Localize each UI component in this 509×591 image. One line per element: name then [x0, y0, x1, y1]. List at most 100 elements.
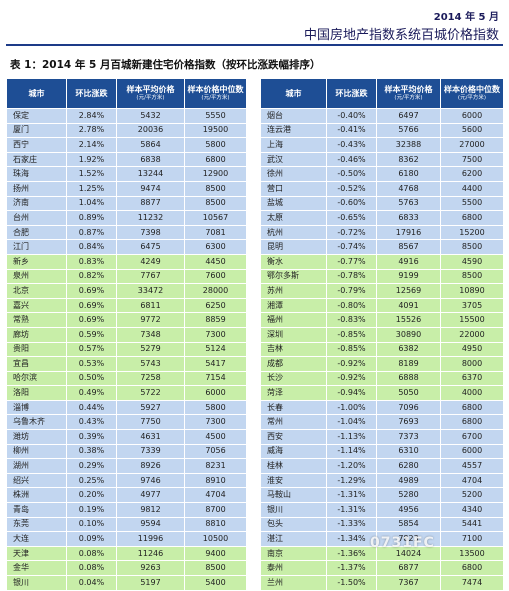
cell-avg-price-right: 4989 [376, 472, 441, 489]
cell-avg-price: 9746 [116, 472, 185, 489]
cell-change-right: -1.04% [326, 414, 377, 431]
cell-city-right: 深圳 [260, 326, 327, 343]
cell-avg-price-right: 14024 [376, 545, 441, 562]
cell-avg-price: 7398 [116, 224, 185, 241]
column-divider [246, 370, 261, 387]
report-title: 中国房地产指数系统百城价格指数 [303, 28, 499, 43]
cell-city-right: 桂林 [260, 458, 327, 474]
cell-change-right: -1.33% [326, 516, 377, 533]
cell-median-price: 8700 [184, 502, 247, 518]
table-row: 厦门 2.78% 20036 19500 连云港 -0.41% 5766 5600 [6, 122, 504, 139]
column-divider [246, 516, 261, 533]
table-row: 株洲 0.20% 4977 4704 马鞍山 -1.31% 5280 5200 [6, 487, 504, 504]
column-divider [246, 429, 261, 445]
cell-city: 扬州 [6, 180, 67, 197]
cell-median-price: 10567 [184, 210, 247, 226]
cell-avg-price-right: 5766 [376, 122, 441, 139]
column-divider [246, 78, 261, 109]
cell-change-right: -0.85% [326, 326, 377, 343]
cell-median-price-right: 15500 [440, 312, 504, 328]
table-row: 乌鲁木齐 0.43% 7750 7300 常州 -1.04% 7693 6800 [6, 414, 504, 431]
cell-avg-price: 6838 [116, 151, 185, 168]
cell-median-price-right: 6370 [440, 370, 504, 387]
cell-median-price-right: 4557 [440, 458, 504, 474]
cell-city: 台州 [6, 210, 67, 226]
cell-avg-price-right: 5280 [376, 487, 441, 504]
cell-city-right: 太原 [260, 210, 327, 226]
cell-city: 哈尔滨 [6, 370, 67, 387]
cell-median-price: 6300 [184, 239, 247, 255]
cell-change-right: -0.52% [326, 180, 377, 197]
column-divider [246, 180, 261, 197]
site-watermark: 0731FC [370, 535, 435, 551]
cell-city: 绍兴 [6, 472, 67, 489]
cell-median-price: 8500 [184, 195, 247, 212]
cell-city: 新乡 [6, 253, 67, 270]
cell-city: 天津 [6, 545, 67, 562]
cell-change-right: -0.79% [326, 283, 377, 299]
column-divider [246, 239, 261, 255]
cell-median-price: 8500 [184, 560, 247, 576]
column-divider [246, 297, 261, 314]
cell-change: 0.44% [66, 399, 117, 416]
cell-city-right: 淮安 [260, 472, 327, 489]
cell-change: 1.52% [66, 166, 117, 182]
cell-avg-price: 13244 [116, 166, 185, 182]
cell-avg-price-right: 5854 [376, 516, 441, 533]
column-divider [246, 253, 261, 270]
cell-median-price-right: 4590 [440, 253, 504, 270]
table-row: 柳州 0.38% 7339 7056 威海 -1.14% 6310 6000 [6, 443, 504, 460]
cell-median-price: 5417 [184, 356, 247, 372]
cell-city-right: 银川 [260, 502, 327, 518]
cell-change-right: -0.78% [326, 268, 377, 285]
cell-avg-price: 33472 [116, 283, 185, 299]
cell-avg-price-right: 7693 [376, 414, 441, 431]
cell-median-price: 4500 [184, 429, 247, 445]
cell-change: 0.43% [66, 414, 117, 431]
cell-median-price: 4450 [184, 253, 247, 270]
cell-city: 保定 [6, 108, 67, 124]
cell-change-right: -1.37% [326, 560, 377, 576]
column-divider [246, 341, 261, 358]
cell-median-price-right: 6700 [440, 429, 504, 445]
cell-change: 0.84% [66, 239, 117, 255]
cell-median-price: 7300 [184, 414, 247, 431]
cell-avg-price-right: 6497 [376, 108, 441, 124]
cell-change: 1.92% [66, 151, 117, 168]
cell-avg-price-right: 5763 [376, 195, 441, 212]
cell-change: 2.78% [66, 122, 117, 139]
column-divider [246, 356, 261, 372]
cell-avg-price: 4977 [116, 487, 185, 504]
cell-median-price-right: 15200 [440, 224, 504, 241]
cell-avg-price-right: 7823 [376, 531, 441, 547]
column-divider [246, 560, 261, 576]
cell-city: 石家庄 [6, 151, 67, 168]
cell-median-price: 6250 [184, 297, 247, 314]
cell-city-right: 湛江 [260, 531, 327, 547]
cell-change-right: -0.74% [326, 239, 377, 255]
cell-change: 0.19% [66, 502, 117, 518]
cell-city-right: 常州 [260, 414, 327, 431]
cell-city-right: 衡水 [260, 253, 327, 270]
column-divider [246, 575, 261, 591]
cell-change: 1.25% [66, 180, 117, 197]
cell-median-price-right: 6000 [440, 108, 504, 124]
column-divider [246, 502, 261, 518]
cell-change-right: -1.36% [326, 545, 377, 562]
cell-median-price-right: 6800 [440, 560, 504, 576]
cell-city-right: 福州 [260, 312, 327, 328]
cell-change-right: -0.92% [326, 356, 377, 372]
cell-avg-price: 7767 [116, 268, 185, 285]
cell-median-price: 10500 [184, 531, 247, 547]
cell-city: 济南 [6, 195, 67, 212]
col-city-header-right: 城市 [260, 78, 327, 109]
cell-median-price: 4704 [184, 487, 247, 504]
cell-avg-price: 5743 [116, 356, 185, 372]
cell-city: 合肥 [6, 224, 67, 241]
cell-median-price: 8810 [184, 516, 247, 533]
cell-median-price-right: 8000 [440, 356, 504, 372]
table-caption: 表 1：2014 年 5 月百城新建住宅价格指数（按环比涨跌幅排序） [10, 59, 321, 71]
cell-median-price-right: 27000 [440, 137, 504, 153]
cell-median-price-right: 6800 [440, 414, 504, 431]
cell-avg-price-right: 6833 [376, 210, 441, 226]
